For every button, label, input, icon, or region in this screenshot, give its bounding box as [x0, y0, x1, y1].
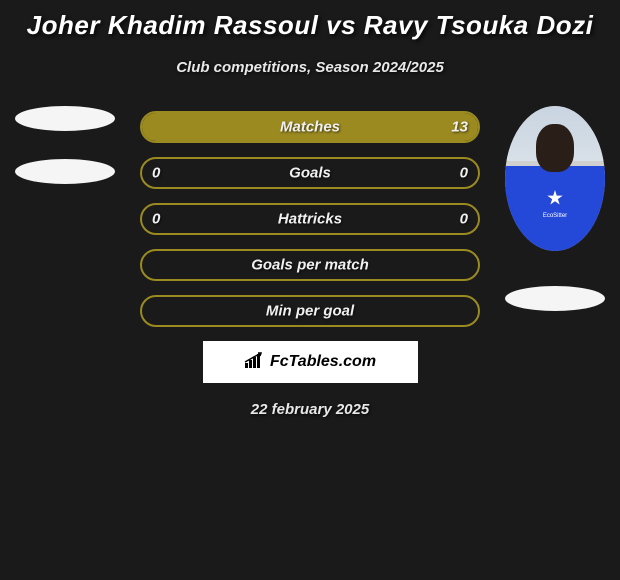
stat-label: Goals per match [142, 257, 478, 274]
comparison-card: Joher Khadim Rassoul vs Ravy Tsouka Dozi… [0, 0, 620, 580]
stat-label: Hattricks [142, 211, 478, 228]
stat-value-right: 0 [460, 211, 468, 228]
avatar-placeholder [505, 286, 605, 311]
chart-icon [244, 351, 266, 374]
stat-value-right: 13 [451, 119, 468, 136]
stats-area: EcoSitter Matches 13 0 Goals 0 [0, 111, 620, 327]
jersey-sponsor: EcoSitter [543, 213, 567, 219]
subtitle: Club competitions, Season 2024/2025 [0, 59, 620, 76]
date-text: 22 february 2025 [0, 401, 620, 418]
stat-value-right: 0 [460, 165, 468, 182]
left-player-column [0, 106, 130, 212]
avatar-placeholder [15, 106, 115, 131]
stat-rows: Matches 13 0 Goals 0 0 Hattricks 0 [140, 111, 480, 327]
avatar-placeholder [15, 159, 115, 184]
page-title: Joher Khadim Rassoul vs Ravy Tsouka Dozi [0, 0, 620, 41]
stat-label: Goals [142, 165, 478, 182]
brand-badge[interactable]: FcTables.com [203, 341, 418, 383]
stat-row-goals-per-match: Goals per match [140, 249, 480, 281]
player-photo: EcoSitter [505, 106, 605, 251]
stat-row-matches: Matches 13 [140, 111, 480, 143]
stat-row-hattricks: 0 Hattricks 0 [140, 203, 480, 235]
stat-label: Min per goal [142, 303, 478, 320]
stat-row-min-per-goal: Min per goal [140, 295, 480, 327]
stat-row-goals: 0 Goals 0 [140, 157, 480, 189]
right-player-column: EcoSitter [490, 106, 620, 311]
brand-text: FcTables.com [270, 353, 376, 371]
stat-label: Matches [142, 119, 478, 136]
